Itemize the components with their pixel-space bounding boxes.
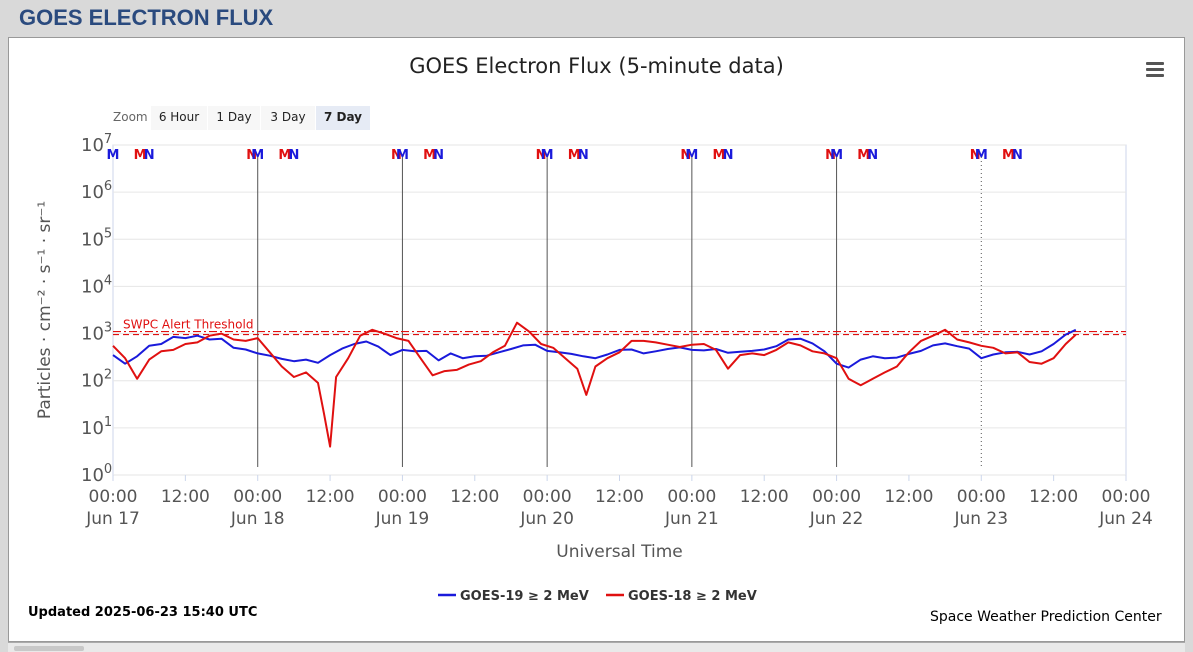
hamburger-menu-icon[interactable] xyxy=(1146,62,1164,78)
zoom-1-day-button[interactable]: 1 Day xyxy=(208,106,260,130)
scrollbar-track[interactable] xyxy=(8,642,1185,652)
credit-text: Space Weather Prediction Center xyxy=(930,609,1162,625)
page-title: GOES ELECTRON FLUX xyxy=(19,5,274,30)
chart-title: GOES Electron Flux (5-minute data) xyxy=(409,54,784,78)
zoom-3-day-button[interactable]: 3 Day xyxy=(261,106,315,130)
page-header: GOES ELECTRON FLUX xyxy=(0,0,1193,36)
zoom-6-hour-button[interactable]: 6 Hour xyxy=(151,106,207,130)
zoom-7-day-button[interactable]: 7 Day xyxy=(316,106,370,130)
scrollbar-thumb[interactable] xyxy=(14,646,84,651)
updated-timestamp: Updated 2025-06-23 15:40 UTC xyxy=(28,605,258,620)
zoom-label: Zoom xyxy=(113,110,148,124)
chart-panel: GOES Electron Flux (5-minute data) Zoom … xyxy=(8,37,1185,642)
